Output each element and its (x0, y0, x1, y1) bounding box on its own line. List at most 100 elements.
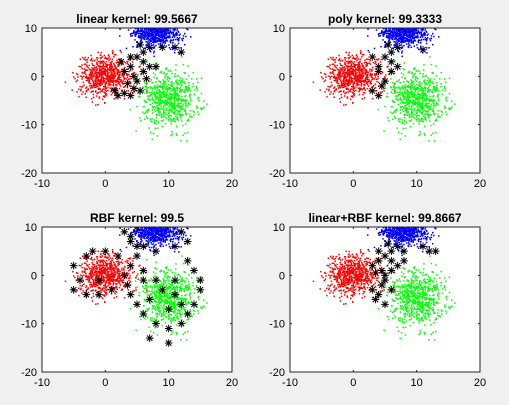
data-point (187, 103, 190, 106)
data-point (353, 78, 356, 80)
data-point (100, 270, 102, 273)
data-point (427, 88, 430, 91)
data-point (112, 251, 114, 254)
data-point (408, 30, 410, 32)
data-point (161, 88, 164, 90)
data-point (101, 270, 104, 273)
data-point (384, 75, 386, 78)
data-point (108, 63, 110, 66)
data-point (97, 103, 99, 106)
data-point (178, 34, 180, 37)
data-point (181, 95, 183, 98)
data-point (406, 30, 408, 33)
data-point (428, 91, 431, 93)
data-point (344, 59, 347, 61)
data-point (85, 79, 87, 82)
data-point (117, 74, 120, 76)
data-point (84, 56, 86, 59)
data-point (125, 47, 128, 50)
data-point (156, 40, 159, 42)
data-point (382, 89, 385, 91)
data-point (112, 52, 114, 55)
data-point (399, 28, 401, 31)
data-point (401, 55, 403, 58)
data-point (107, 253, 110, 255)
data-point (353, 81, 356, 84)
data-point (445, 96, 448, 99)
data-point (150, 86, 152, 88)
data-point (407, 45, 409, 48)
data-point (176, 28, 179, 30)
data-point (97, 88, 100, 90)
data-point (197, 96, 200, 99)
data-point (93, 82, 95, 85)
data-point (149, 120, 152, 122)
support-vector-marker (374, 62, 383, 71)
data-point (147, 109, 149, 112)
data-point (392, 100, 394, 103)
data-point (91, 262, 93, 264)
data-point (352, 74, 355, 76)
support-vector-marker (126, 53, 135, 61)
data-point (357, 87, 360, 89)
data-point (98, 264, 100, 267)
data-point (96, 262, 98, 264)
data-point (170, 70, 172, 72)
data-point (392, 36, 394, 39)
data-point (415, 35, 417, 37)
data-point (173, 36, 176, 38)
data-point (119, 270, 121, 273)
data-point (411, 29, 414, 32)
data-point (93, 266, 95, 269)
data-point (195, 86, 198, 88)
data-point (117, 276, 119, 278)
support-vector-marker (177, 48, 186, 56)
data-point (154, 31, 156, 34)
data-point (343, 66, 345, 69)
data-point (385, 28, 387, 31)
data-point (389, 32, 392, 35)
data-point (390, 106, 393, 108)
data-point (104, 73, 107, 76)
data-point (95, 289, 97, 291)
data-point (333, 96, 335, 98)
data-point (185, 140, 188, 142)
data-point (105, 280, 108, 283)
data-point (344, 92, 346, 95)
data-point (389, 30, 391, 33)
data-point (166, 40, 169, 42)
data-point (117, 264, 119, 267)
data-point (168, 101, 170, 104)
support-vector-marker (368, 87, 377, 95)
data-point (424, 92, 426, 94)
data-point (182, 37, 185, 40)
data-point (414, 101, 416, 103)
data-point (103, 71, 105, 73)
data-point (153, 76, 155, 78)
data-point (164, 86, 166, 89)
data-point (115, 280, 117, 283)
data-point (159, 114, 161, 116)
data-point (394, 41, 396, 44)
data-point (153, 91, 156, 93)
data-point (437, 99, 440, 102)
data-point (174, 88, 177, 90)
data-point (170, 81, 173, 84)
data-point (89, 286, 92, 288)
data-point (81, 271, 83, 273)
data-point (428, 117, 430, 119)
data-point (373, 78, 375, 80)
data-point (129, 108, 132, 111)
data-point (85, 290, 87, 292)
data-point (104, 268, 107, 270)
data-point (136, 105, 138, 108)
data-point (404, 33, 407, 35)
data-point (127, 29, 130, 31)
data-point (155, 119, 158, 122)
data-point (424, 79, 426, 81)
data-point (167, 86, 170, 89)
data-point (112, 255, 115, 257)
data-point (426, 106, 428, 108)
data-point (170, 134, 172, 137)
data-point (353, 75, 356, 78)
